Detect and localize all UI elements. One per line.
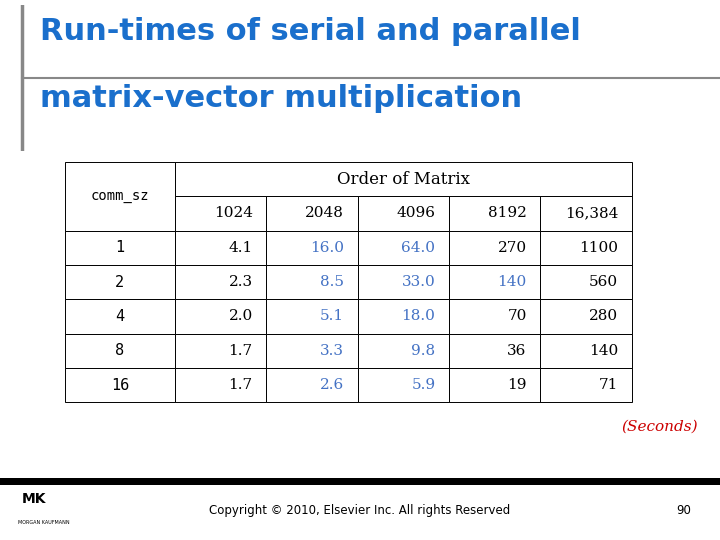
Text: 5.9: 5.9 <box>411 378 436 392</box>
Text: 2: 2 <box>115 275 125 289</box>
Bar <box>358 334 449 368</box>
Text: Copyright © 2010, Elsevier Inc. All rights Reserved: Copyright © 2010, Elsevier Inc. All righ… <box>210 504 510 517</box>
Bar <box>266 299 358 334</box>
Text: 4096: 4096 <box>397 206 436 220</box>
Bar <box>266 334 358 368</box>
Text: 90: 90 <box>676 504 691 517</box>
Bar <box>541 334 632 368</box>
Text: 16: 16 <box>111 377 129 393</box>
Bar <box>266 231 358 265</box>
Bar <box>65 334 175 368</box>
Text: 19: 19 <box>508 378 527 392</box>
Bar <box>449 299 541 334</box>
Bar <box>541 299 632 334</box>
Bar <box>541 368 632 402</box>
Bar <box>358 368 449 402</box>
Bar <box>175 368 266 402</box>
Text: 18.0: 18.0 <box>402 309 436 323</box>
Text: 71: 71 <box>599 378 618 392</box>
Text: 64.0: 64.0 <box>401 241 436 255</box>
Text: 3.3: 3.3 <box>320 344 344 358</box>
Bar <box>541 231 632 265</box>
Bar <box>266 197 358 231</box>
Bar <box>175 231 266 265</box>
Bar <box>65 299 175 334</box>
Bar <box>449 197 541 231</box>
Bar <box>358 197 449 231</box>
Bar <box>358 265 449 299</box>
Text: 2.0: 2.0 <box>228 309 253 323</box>
Text: 2.6: 2.6 <box>320 378 344 392</box>
Text: Run-times of serial and parallel: Run-times of serial and parallel <box>40 17 580 46</box>
Bar <box>65 265 175 299</box>
Text: Order of Matrix: Order of Matrix <box>337 171 470 188</box>
Bar <box>266 368 358 402</box>
Bar <box>358 299 449 334</box>
Text: 16,384: 16,384 <box>564 206 618 220</box>
Text: 1: 1 <box>115 240 125 255</box>
Text: 70: 70 <box>508 309 527 323</box>
Text: 2.3: 2.3 <box>228 275 253 289</box>
Text: (Seconds): (Seconds) <box>622 420 698 434</box>
Text: 8: 8 <box>115 343 125 359</box>
Text: 1.7: 1.7 <box>228 344 253 358</box>
Text: 1024: 1024 <box>214 206 253 220</box>
Text: 2048: 2048 <box>305 206 344 220</box>
Bar <box>0 478 720 485</box>
Text: 1.7: 1.7 <box>228 378 253 392</box>
Bar <box>175 299 266 334</box>
Text: 140: 140 <box>589 344 618 358</box>
Bar <box>175 334 266 368</box>
Bar <box>541 265 632 299</box>
Text: matrix-vector multiplication: matrix-vector multiplication <box>40 84 522 113</box>
Bar <box>65 162 175 231</box>
Text: 140: 140 <box>498 275 527 289</box>
Bar <box>449 231 541 265</box>
Bar <box>175 265 266 299</box>
Bar <box>449 334 541 368</box>
Text: comm_sz: comm_sz <box>91 190 149 204</box>
Text: 280: 280 <box>589 309 618 323</box>
Text: MORGAN KAUFMANN: MORGAN KAUFMANN <box>18 520 70 525</box>
Bar <box>65 231 175 265</box>
Bar <box>266 265 358 299</box>
Text: 4.1: 4.1 <box>228 241 253 255</box>
Bar <box>449 265 541 299</box>
Bar <box>175 162 632 197</box>
Text: 8192: 8192 <box>488 206 527 220</box>
Text: 4: 4 <box>115 309 125 324</box>
Text: MK: MK <box>22 491 46 505</box>
Bar <box>65 368 175 402</box>
Text: 8.5: 8.5 <box>320 275 344 289</box>
Text: 9.8: 9.8 <box>411 344 436 358</box>
Bar <box>358 231 449 265</box>
Text: 36: 36 <box>508 344 527 358</box>
Bar <box>175 197 266 231</box>
Bar <box>541 197 632 231</box>
Text: 33.0: 33.0 <box>402 275 436 289</box>
Text: 560: 560 <box>589 275 618 289</box>
Bar <box>449 368 541 402</box>
Text: 16.0: 16.0 <box>310 241 344 255</box>
Text: 5.1: 5.1 <box>320 309 344 323</box>
Text: 270: 270 <box>498 241 527 255</box>
Text: 1100: 1100 <box>579 241 618 255</box>
